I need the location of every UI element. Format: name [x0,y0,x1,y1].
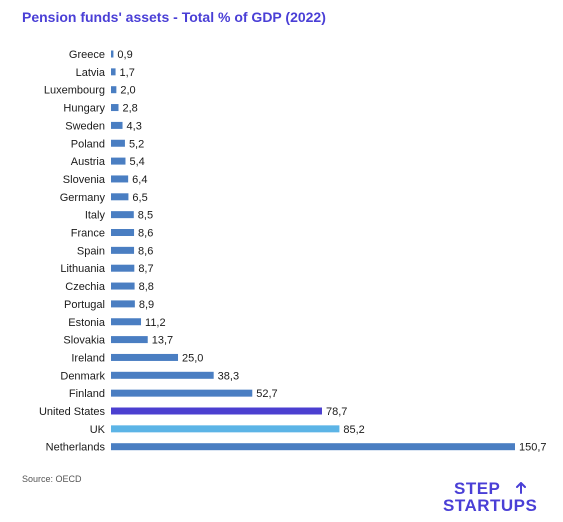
bar-portugal [111,300,135,308]
bar-luxembourg [111,86,117,94]
value-label-germany: 6,5 [132,192,147,204]
category-label-netherlands: Netherlands [46,442,106,454]
category-label-spain: Spain [77,245,105,257]
value-label-ireland: 25,0 [182,352,203,364]
value-label-sweden: 4,3 [127,120,142,132]
bar-slovakia [111,336,148,344]
category-label-portugal: Portugal [64,299,105,311]
value-label-slovenia: 6,4 [132,174,147,186]
arrow-up-icon [516,482,526,494]
category-label-ireland: Ireland [71,352,105,364]
bar-sweden [111,121,123,129]
category-label-austria: Austria [71,156,106,168]
category-label-uk: UK [90,424,106,436]
step-startups-logo: STEP STARTUPS [443,480,553,516]
bar-latvia [111,68,116,76]
value-label-greece: 0,9 [117,49,132,61]
value-label-poland: 5,2 [129,138,144,150]
bar-poland [111,139,125,147]
value-label-france: 8,6 [138,228,153,240]
bar-austria [111,157,126,165]
category-label-sweden: Sweden [65,120,105,132]
source-note: Source: OECD [22,474,82,484]
category-label-greece: Greece [69,49,105,61]
logo-line-2: STARTUPS [443,496,538,515]
category-label-france: France [71,228,105,240]
bar-france [111,229,135,236]
chart-title: Pension funds' assets - Total % of GDP (… [22,9,326,25]
category-label-lithuania: Lithuania [60,263,106,275]
bar-netherlands [111,443,515,451]
category-label-luxembourg: Luxembourg [44,85,105,97]
bar-lithuania [111,264,135,272]
value-label-austria: 5,4 [129,156,144,168]
value-label-estonia: 11,2 [145,317,166,329]
category-label-denmark: Denmark [60,370,105,382]
value-label-slovakia: 13,7 [152,335,173,347]
bar-slovenia [111,175,129,183]
bar-finland [111,389,253,397]
logo-line-1: STEP [454,479,501,498]
category-label-germany: Germany [60,192,106,204]
category-label-slovakia: Slovakia [63,335,105,347]
value-label-united-states: 78,7 [326,406,347,418]
category-label-poland: Poland [71,138,105,150]
bar-spain [111,246,135,254]
category-label-estonia: Estonia [68,317,106,329]
bar-chart: Greece 0,9 Latvia 1,7 Luxembourg 2,0 Hungary 2,… [39,49,547,454]
bar-germany [111,193,129,201]
value-label-luxembourg: 2,0 [120,85,135,97]
category-label-italy: Italy [85,210,106,222]
category-label-czechia: Czechia [65,281,106,293]
value-label-hungary: 2,8 [123,103,138,115]
bar-uk [111,425,340,433]
value-label-latvia: 1,7 [120,67,135,79]
value-label-spain: 8,6 [138,245,153,257]
bar-italy [111,211,134,219]
category-label-finland: Finland [69,388,105,400]
bar-hungary [111,104,119,112]
bar-estonia [111,318,142,326]
bar-denmark [111,371,214,379]
value-label-czechia: 8,8 [139,281,154,293]
category-label-united-states: United States [39,406,106,418]
value-label-denmark: 38,3 [218,370,239,382]
bar-greece [111,50,114,58]
bar-united-states [111,407,322,415]
category-label-slovenia: Slovenia [63,174,106,186]
value-label-finland: 52,7 [256,388,277,400]
category-label-latvia: Latvia [76,67,106,79]
value-label-italy: 8,5 [138,210,153,222]
value-label-portugal: 8,9 [139,299,154,311]
value-label-lithuania: 8,7 [138,263,153,275]
category-label-hungary: Hungary [63,103,105,115]
bar-czechia [111,282,135,290]
value-label-uk: 85,2 [343,424,364,436]
bar-ireland [111,353,179,361]
value-label-netherlands: 150,7 [519,442,547,454]
